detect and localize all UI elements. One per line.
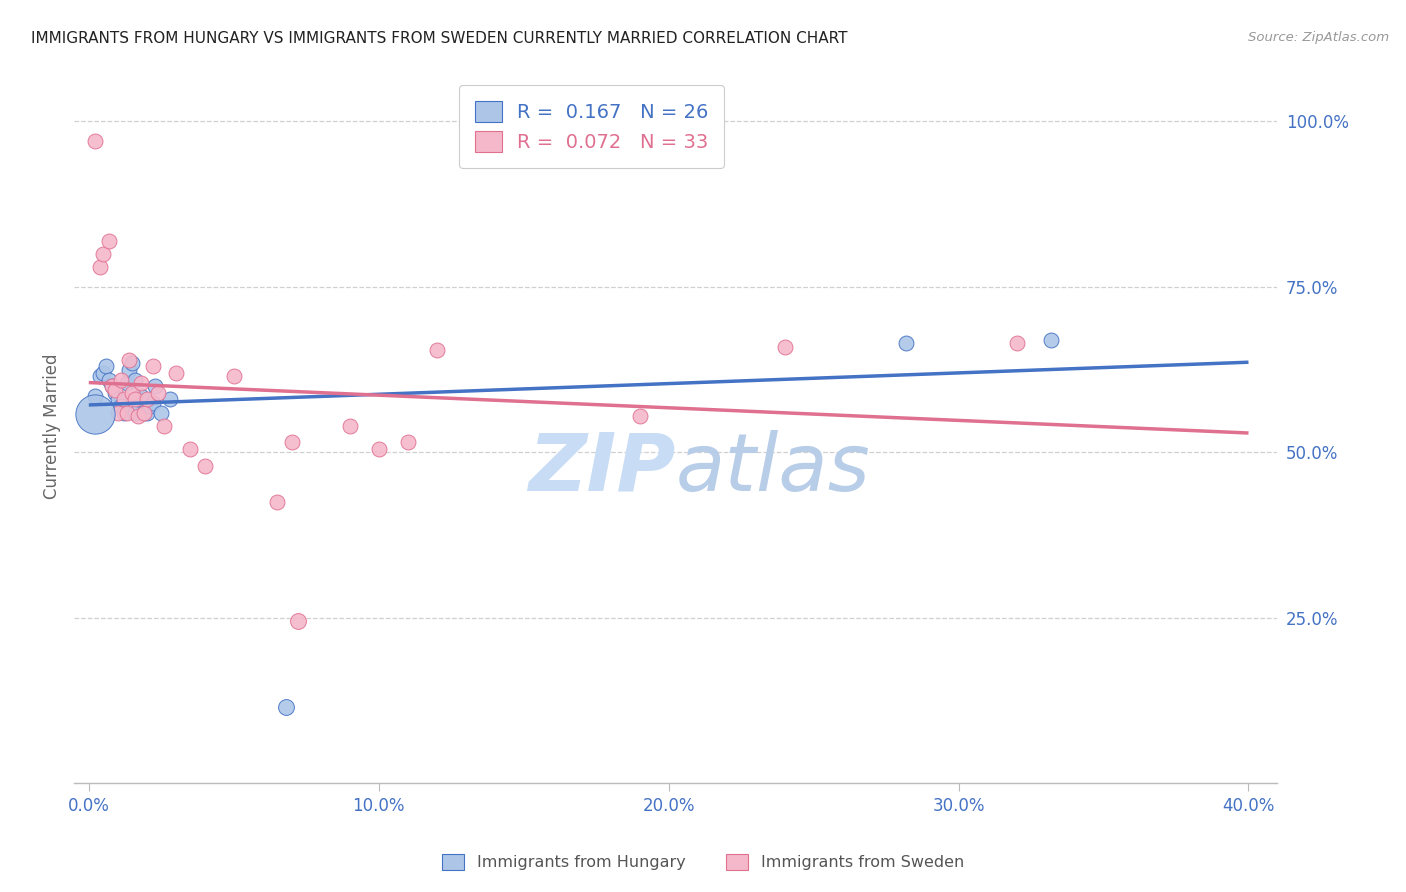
Point (396, 435, 419, 450)
Point (129, 376, 152, 390)
Point (287, 614, 309, 628)
Point (142, 359, 165, 374)
Point (83, 389, 105, 403)
Point (115, 376, 138, 390)
Point (101, 379, 124, 393)
Point (165, 366, 187, 380)
Point (179, 442, 201, 456)
Point (1005, 336, 1028, 351)
Point (135, 392, 157, 407)
Point (124, 373, 146, 387)
Point (145, 379, 167, 393)
Y-axis label: Currently Married: Currently Married (44, 353, 60, 499)
Point (896, 336, 918, 351)
Point (339, 419, 361, 434)
Point (104, 383, 127, 397)
Point (367, 442, 389, 456)
Point (121, 356, 143, 370)
Point (159, 392, 181, 407)
Point (150, 406, 173, 420)
Point (132, 406, 155, 420)
Point (132, 406, 155, 420)
Point (107, 392, 129, 407)
Point (118, 352, 141, 367)
Text: ZIP: ZIP (529, 430, 676, 508)
Legend: R =  0.167   N = 26, R =  0.072   N = 33: R = 0.167 N = 26, R = 0.072 N = 33 (458, 86, 724, 168)
Point (107, 406, 129, 420)
Point (110, 399, 132, 413)
Point (91, 366, 114, 380)
Point (129, 389, 152, 403)
Point (148, 385, 170, 400)
Point (773, 339, 796, 353)
Legend: Immigrants from Hungary, Immigrants from Sweden: Immigrants from Hungary, Immigrants from… (436, 847, 970, 877)
Point (112, 392, 135, 407)
Point (118, 362, 141, 376)
Point (142, 396, 165, 410)
Point (91, 247, 114, 261)
Point (274, 700, 297, 714)
Point (426, 343, 449, 357)
Point (194, 458, 217, 473)
Point (266, 495, 288, 509)
Point (124, 406, 146, 420)
Point (138, 399, 160, 413)
Text: IMMIGRANTS FROM HUNGARY VS IMMIGRANTS FROM SWEDEN CURRENTLY MARRIED CORRELATION : IMMIGRANTS FROM HUNGARY VS IMMIGRANTS FR… (31, 31, 848, 46)
Point (112, 406, 135, 420)
Point (89, 369, 111, 384)
Text: atlas: atlas (676, 430, 870, 508)
Point (98, 373, 121, 387)
Point (96, 359, 118, 374)
Point (98, 234, 121, 248)
Point (222, 369, 245, 384)
Point (127, 409, 149, 423)
Point (1040, 333, 1063, 347)
Point (127, 392, 149, 407)
Point (101, 379, 124, 393)
Point (628, 409, 651, 423)
Point (153, 419, 176, 434)
Point (135, 406, 157, 420)
Point (281, 435, 304, 450)
Text: Source: ZipAtlas.com: Source: ZipAtlas.com (1249, 31, 1389, 45)
Point (83, 134, 105, 148)
Point (124, 392, 146, 407)
Point (121, 385, 143, 400)
Point (89, 260, 111, 274)
Point (115, 406, 138, 420)
Point (110, 373, 132, 387)
Point (83, 407, 105, 421)
Point (104, 385, 127, 400)
